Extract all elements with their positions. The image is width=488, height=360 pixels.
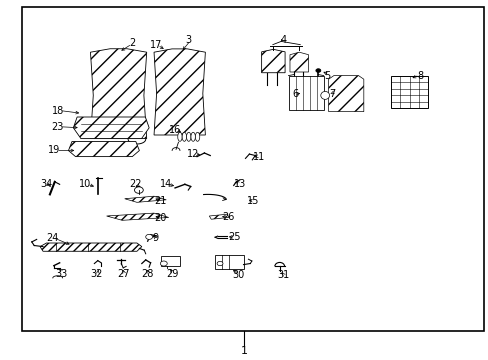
Ellipse shape [195, 132, 199, 141]
Text: 10: 10 [79, 179, 92, 189]
Text: 12: 12 [186, 149, 199, 159]
Circle shape [145, 234, 152, 239]
Text: 22: 22 [129, 179, 142, 189]
Text: 27: 27 [117, 269, 129, 279]
Circle shape [315, 69, 320, 72]
Text: 30: 30 [232, 270, 244, 280]
Polygon shape [68, 141, 139, 157]
Text: 31: 31 [277, 270, 289, 280]
Polygon shape [261, 49, 285, 73]
Polygon shape [328, 76, 363, 112]
Text: 1: 1 [241, 346, 247, 356]
Bar [215, 255, 243, 269]
Text: 3: 3 [185, 35, 191, 45]
Text: 14: 14 [160, 179, 172, 189]
Text: 25: 25 [228, 232, 241, 242]
Text: 16: 16 [168, 125, 181, 135]
Ellipse shape [177, 132, 182, 141]
Text: 24: 24 [46, 233, 59, 243]
Text: 2: 2 [129, 38, 135, 48]
Ellipse shape [320, 91, 329, 99]
Text: 4: 4 [280, 35, 286, 45]
Polygon shape [124, 196, 166, 202]
Circle shape [134, 187, 143, 193]
Bar [390, 76, 427, 108]
Text: 8: 8 [417, 71, 423, 81]
Text: 13: 13 [233, 179, 245, 189]
Text: 19: 19 [47, 145, 60, 156]
Bar [161, 256, 180, 266]
Text: 28: 28 [141, 269, 154, 279]
Polygon shape [288, 76, 323, 110]
Text: 23: 23 [51, 122, 64, 132]
Text: 18: 18 [51, 105, 64, 116]
Text: 15: 15 [246, 196, 259, 206]
Ellipse shape [190, 132, 195, 141]
Text: 29: 29 [165, 269, 178, 279]
Text: 9: 9 [152, 233, 158, 243]
Text: 32: 32 [90, 269, 103, 279]
Text: 21: 21 [154, 196, 166, 206]
Text: 20: 20 [154, 213, 166, 223]
Circle shape [217, 261, 223, 266]
Ellipse shape [186, 132, 191, 141]
Text: 33: 33 [55, 269, 67, 279]
Text: 11: 11 [252, 152, 265, 162]
Text: 17: 17 [150, 40, 163, 50]
Polygon shape [90, 49, 146, 139]
Polygon shape [289, 52, 308, 72]
Ellipse shape [182, 132, 186, 141]
Circle shape [160, 261, 167, 266]
Polygon shape [73, 117, 149, 139]
Polygon shape [40, 243, 142, 251]
Text: 26: 26 [222, 212, 235, 222]
Polygon shape [154, 49, 205, 135]
Text: 5: 5 [324, 71, 330, 81]
Text: 7: 7 [329, 89, 335, 99]
Polygon shape [106, 213, 168, 220]
Polygon shape [209, 214, 228, 219]
Text: 34: 34 [40, 179, 53, 189]
Text: 6: 6 [292, 89, 298, 99]
